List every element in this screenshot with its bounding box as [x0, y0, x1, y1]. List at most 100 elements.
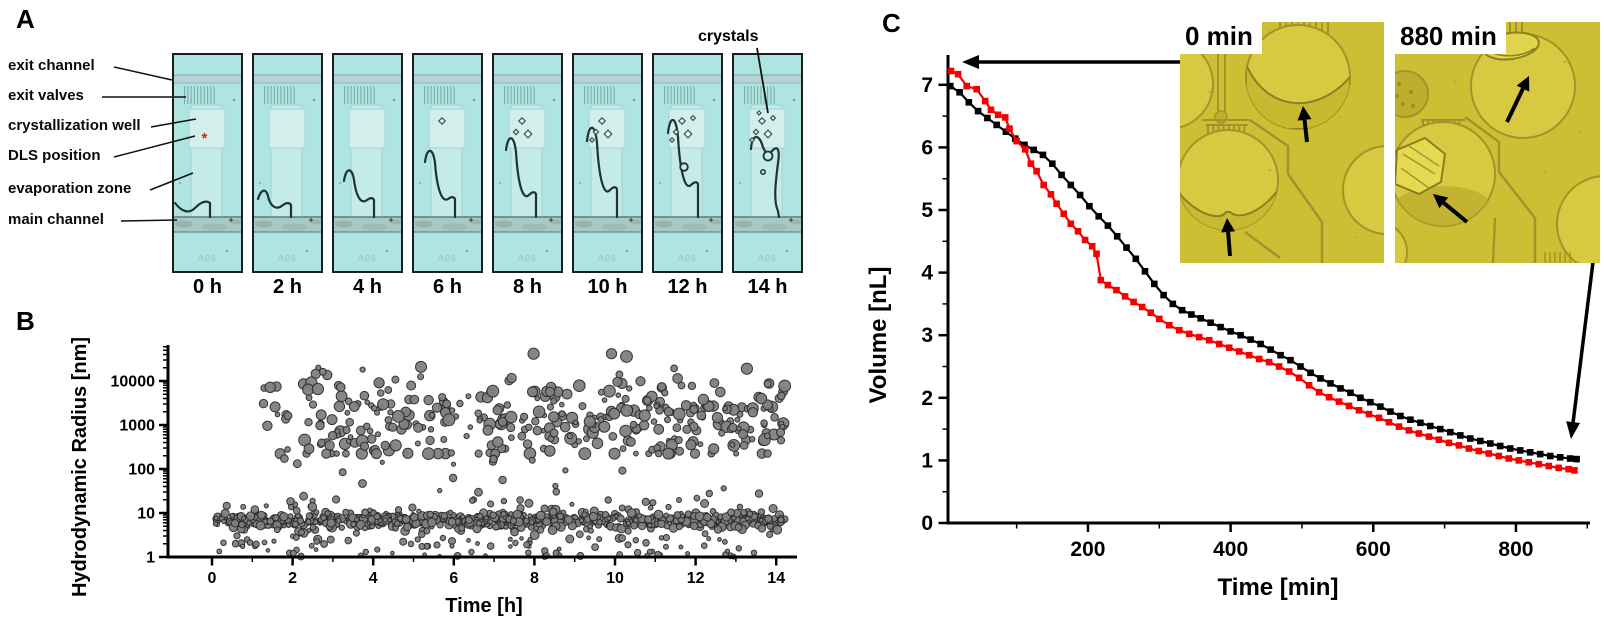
data-point	[1405, 427, 1413, 434]
data-point	[352, 529, 360, 537]
data-point	[1247, 336, 1254, 343]
droplet-arrow	[1302, 119, 1309, 143]
data-point	[222, 501, 231, 510]
watermark: A06	[598, 253, 617, 263]
data-point	[1169, 300, 1177, 308]
data-point	[418, 543, 426, 550]
data-point	[657, 382, 667, 392]
watermark: A06	[518, 253, 537, 263]
data-point	[540, 504, 549, 513]
data-point	[565, 534, 575, 544]
data-point	[612, 376, 623, 387]
dls-position-marker: *	[202, 130, 208, 147]
data-point	[308, 400, 318, 409]
data-point	[359, 390, 370, 401]
inset-0-min: 0 min	[1180, 22, 1384, 263]
data-point	[1076, 191, 1084, 199]
speck	[793, 99, 795, 101]
data-point	[583, 435, 590, 443]
data-point	[550, 397, 558, 405]
frame-time-label: 6 h	[433, 276, 462, 298]
data-point	[342, 508, 350, 516]
data-point	[315, 409, 327, 421]
data-point	[534, 395, 541, 402]
data-point	[335, 517, 342, 524]
data-point	[1138, 303, 1146, 311]
channel-line	[1249, 118, 1290, 174]
speck	[306, 250, 308, 252]
data-point	[427, 426, 435, 433]
data-point	[1245, 351, 1253, 359]
data-point	[327, 431, 338, 441]
panel-c: 0 1 2 3 4 5 6 7 200 400 600 800 Volume [nL] Time [min…	[840, 0, 1604, 631]
data-point	[447, 449, 455, 457]
data-point	[287, 503, 295, 511]
speck	[313, 99, 315, 101]
data-point	[516, 496, 524, 504]
data-point	[475, 541, 480, 546]
data-point	[369, 523, 375, 530]
annotation-label: evaporation zone	[8, 180, 132, 197]
data-point	[504, 410, 518, 424]
data-point	[618, 466, 627, 475]
data-point	[763, 449, 772, 458]
crystal-arrow-head	[1433, 194, 1449, 209]
data-point	[1275, 363, 1283, 370]
micrograph-frame: A06	[652, 53, 723, 273]
droplet-meniscus	[173, 200, 212, 219]
micrograph: A06	[732, 53, 803, 273]
data-point	[519, 536, 524, 541]
data-point	[438, 393, 447, 402]
data-point	[708, 443, 720, 455]
data-point	[1033, 167, 1040, 175]
data-point	[348, 401, 360, 412]
crystal	[763, 129, 773, 139]
panel-b-chart: 1 10 100 1000 10000 0 2 4 6 8 10 12 14 Hydrodynamic R…	[69, 337, 797, 617]
data-point	[362, 548, 369, 556]
data-point	[1267, 346, 1274, 353]
panel-b-label: B	[16, 306, 35, 336]
data-point	[615, 392, 622, 398]
data-point	[283, 411, 293, 421]
data-point	[561, 388, 573, 400]
frame-border	[412, 53, 483, 273]
data-point	[523, 541, 531, 549]
annotation-label: exit valves	[8, 87, 84, 104]
data-point	[1447, 428, 1454, 436]
panel-b: 1 10 100 1000 10000 0 2 4 6 8 10 12 14 Hydrodynamic R…	[60, 315, 810, 629]
data-point	[674, 436, 683, 445]
data-point	[1485, 450, 1493, 457]
frame-time-label: 12 h	[667, 276, 708, 298]
data-point	[606, 515, 612, 521]
data-point	[279, 512, 289, 522]
debris-dot	[229, 218, 233, 222]
data-point	[335, 390, 348, 403]
data-point	[1285, 368, 1293, 375]
data-point	[220, 539, 227, 547]
data-point	[575, 530, 584, 539]
crystallization-well	[748, 108, 786, 149]
micrograph-frame: * A06	[172, 53, 243, 273]
data-point	[1088, 243, 1096, 250]
channel-texture	[390, 219, 402, 225]
micrograph-frame: A06	[332, 53, 403, 273]
data-point	[578, 402, 587, 411]
data-point	[662, 534, 671, 542]
well-partial	[1180, 39, 1214, 129]
inset-time-label: 880 min	[1395, 22, 1506, 54]
data-point	[265, 548, 271, 553]
micrograph: * A06	[172, 53, 243, 273]
data-point	[587, 527, 594, 534]
data-point	[308, 542, 315, 549]
droplet-arrow-head	[1221, 218, 1236, 233]
arrow-to-start-head	[962, 55, 979, 69]
channel-texture	[441, 223, 467, 231]
data-point	[1445, 439, 1453, 447]
data-point	[747, 407, 759, 418]
data-point	[373, 377, 385, 389]
data-point	[1195, 333, 1203, 341]
data-point	[507, 536, 513, 542]
data-point	[663, 406, 674, 417]
annotation-label: DLS position	[8, 147, 101, 164]
data-point	[347, 434, 354, 440]
